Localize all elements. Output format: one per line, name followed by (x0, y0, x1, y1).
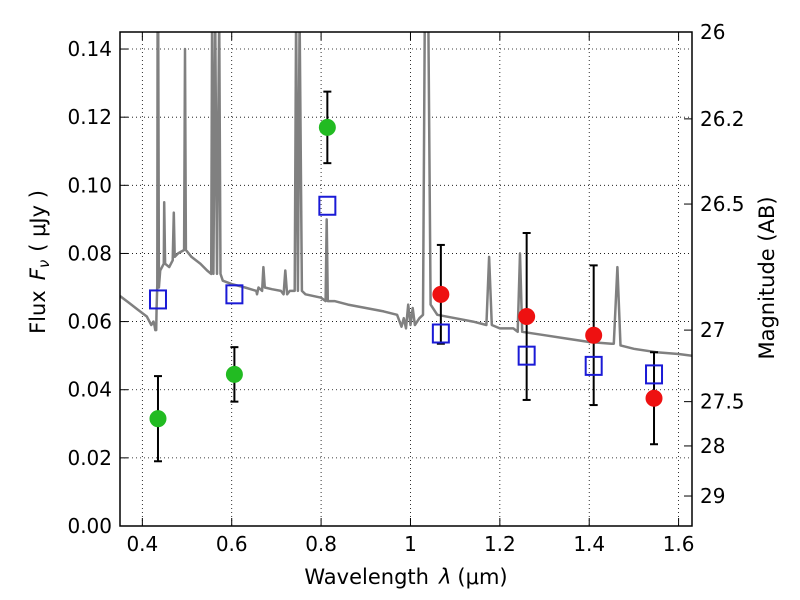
y-tick-label: 0.06 (67, 310, 112, 334)
x-tick-label: 1.2 (484, 532, 516, 556)
y-tick-label: 0.04 (67, 378, 112, 402)
data-point-circle (432, 285, 450, 303)
y2-axis-label: Magnitude (AB) (755, 196, 779, 359)
data-point-square (225, 284, 244, 305)
x-tick-label: 1 (404, 532, 417, 556)
data-markers (148, 118, 664, 428)
x-axis-unit: (μm) (457, 565, 507, 589)
axis-ticks: 0.4 0.6 0.8 1 1.2 1.4 1.6 0.00 0.02 0.04 0.06 0.08 0… (67, 20, 744, 556)
x-tick-label: 1.6 (663, 532, 695, 556)
y2-tick-label: 27.5 (700, 390, 745, 414)
x-tick-label: 0.6 (216, 532, 248, 556)
y-axis-label: Flux Fν ( μJy ) (26, 190, 53, 334)
y2-tick-label: 26 (700, 20, 725, 44)
plot-frame (119, 31, 693, 527)
data-point-square (584, 355, 603, 376)
data-point-circle (518, 307, 536, 325)
plot-area (120, 32, 692, 463)
y-axis-label-text: Flux (26, 290, 50, 334)
data-point-square (431, 323, 450, 344)
y2-tick-label: 26.5 (700, 192, 745, 216)
y2-tick-label: 27 (700, 318, 725, 342)
y-tick-label: 0.12 (67, 105, 112, 129)
y-axis-symbol-sub: ν (35, 260, 53, 268)
y-axis-symbol: F (26, 267, 50, 280)
data-point-square (148, 289, 167, 310)
data-point-square (517, 345, 536, 366)
data-point-circle (645, 389, 663, 407)
data-point-square (645, 364, 664, 385)
y-tick-label: 0.10 (67, 173, 112, 197)
grid-lines (120, 32, 692, 527)
x-tick-label: 0.8 (305, 532, 337, 556)
y-tick-label: 0.00 (67, 514, 112, 538)
data-point-circle (225, 365, 243, 383)
y2-tick-label: 29 (700, 484, 725, 508)
model-spectrum (120, 32, 692, 357)
data-point-square (318, 195, 337, 216)
y-tick-label: 0.14 (67, 37, 112, 61)
x-tick-label: 0.4 (126, 532, 158, 556)
y-tick-label: 0.08 (67, 241, 112, 265)
x-axis-label-text: Wavelength (304, 565, 429, 589)
data-point-circle (318, 118, 336, 136)
error-bars (153, 90, 659, 463)
y-tick-label: 0.02 (67, 446, 112, 470)
x-axis-label: Wavelength λ (μm) (304, 565, 507, 589)
model-spectrum-line (120, 32, 692, 357)
y-axis-unit: ( μJy ) (26, 190, 50, 252)
y2-tick-label: 28 (700, 434, 725, 458)
x-tick-label: 1.4 (573, 532, 605, 556)
data-point-circle (585, 326, 603, 344)
y2-tick-label: 26.2 (700, 107, 745, 131)
data-point-circle (149, 410, 167, 428)
x-axis-symbol: λ (438, 565, 451, 589)
